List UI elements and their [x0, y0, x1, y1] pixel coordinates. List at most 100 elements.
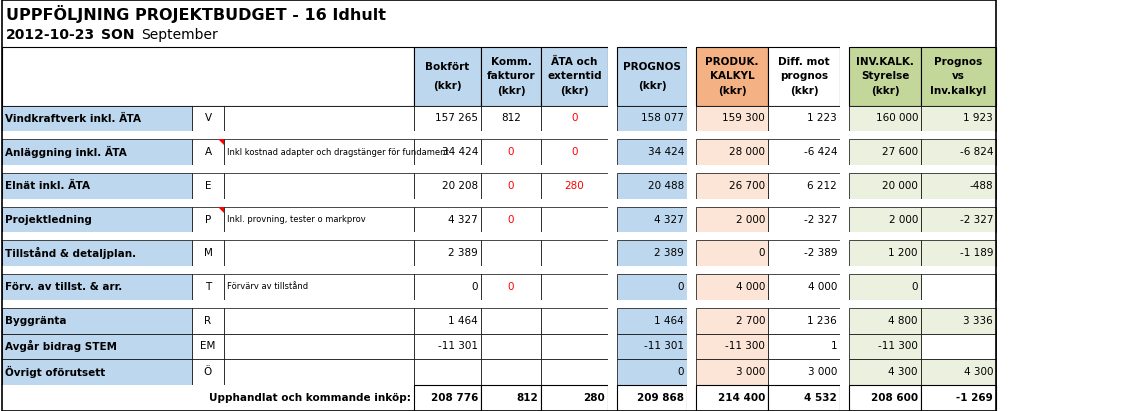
Text: 4 000: 4 000	[735, 282, 765, 292]
Bar	[840, 173, 849, 199]
Text: 2 000: 2 000	[735, 215, 765, 224]
Bar	[541, 106, 608, 132]
Text: externtid: externtid	[547, 72, 601, 81]
Text: 2 389: 2 389	[654, 248, 685, 258]
Polygon shape	[218, 139, 224, 145]
Bar	[840, 240, 849, 266]
Bar	[608, 385, 617, 411]
Text: Komm.: Komm.	[490, 57, 532, 67]
Bar	[849, 274, 921, 300]
Text: 0: 0	[571, 147, 578, 157]
Text: 4 000: 4 000	[808, 282, 837, 292]
Bar	[414, 308, 481, 333]
Bar	[696, 47, 768, 106]
Bar	[414, 47, 481, 106]
Bar	[921, 47, 996, 106]
Text: -2 327: -2 327	[804, 215, 837, 224]
Bar	[414, 274, 481, 300]
Bar	[2, 0, 996, 47]
Bar	[192, 207, 224, 233]
Text: 2012-10-23: 2012-10-23	[6, 28, 96, 42]
Text: 4 300: 4 300	[963, 367, 992, 377]
Bar	[687, 47, 696, 106]
Bar	[617, 333, 687, 359]
Text: 34 424: 34 424	[442, 147, 478, 157]
Text: 812: 812	[516, 393, 538, 403]
Bar	[687, 333, 696, 359]
Bar	[541, 308, 608, 333]
Bar	[921, 173, 996, 199]
Text: A: A	[205, 147, 211, 157]
Text: Inkl. provning, tester o markprov: Inkl. provning, tester o markprov	[227, 215, 365, 224]
Bar	[687, 240, 696, 266]
Bar	[921, 308, 996, 333]
Text: -2 327: -2 327	[960, 215, 992, 224]
Bar	[617, 47, 687, 106]
Bar	[414, 139, 481, 165]
Bar	[541, 207, 608, 233]
Bar	[849, 106, 921, 132]
Bar	[192, 333, 224, 359]
Bar	[541, 385, 608, 411]
Bar	[687, 173, 696, 199]
Text: Inkl kostnad adapter och dragstänger för fundament: Inkl kostnad adapter och dragstänger för…	[227, 148, 448, 157]
Bar	[224, 308, 414, 333]
Bar	[696, 139, 768, 165]
Text: 280: 280	[583, 393, 605, 403]
Bar	[224, 207, 414, 233]
Text: 208 600: 208 600	[871, 393, 918, 403]
Text: 0: 0	[759, 248, 765, 258]
Bar	[768, 359, 840, 385]
Text: 0: 0	[571, 113, 578, 123]
Bar	[481, 333, 541, 359]
Bar	[608, 274, 617, 300]
Text: Prognos: Prognos	[934, 57, 982, 67]
Text: 208 776: 208 776	[430, 393, 478, 403]
Bar	[840, 47, 849, 106]
Bar	[617, 139, 687, 165]
Bar	[481, 308, 541, 333]
Bar	[541, 139, 608, 165]
Text: SON: SON	[101, 28, 135, 42]
Bar	[481, 240, 541, 266]
Bar	[608, 359, 617, 385]
Text: 20 000: 20 000	[882, 181, 918, 191]
Text: 1 923: 1 923	[963, 113, 992, 123]
Text: 20 488: 20 488	[647, 181, 685, 191]
Bar	[2, 165, 996, 173]
Text: -11 301: -11 301	[644, 342, 685, 351]
Bar	[2, 359, 192, 385]
Bar	[608, 207, 617, 233]
Text: ÄTA och: ÄTA och	[551, 57, 598, 67]
Bar	[921, 106, 996, 132]
Bar	[2, 308, 192, 333]
Text: Bokfört: Bokfört	[425, 62, 470, 72]
Text: 4 532: 4 532	[805, 393, 837, 403]
Text: (kkr): (kkr)	[790, 86, 818, 96]
Bar	[192, 173, 224, 199]
Text: September: September	[140, 28, 218, 42]
Text: 34 424: 34 424	[647, 147, 685, 157]
Bar	[840, 359, 849, 385]
Text: (kkr): (kkr)	[718, 86, 746, 96]
Bar	[696, 385, 768, 411]
Text: -11 301: -11 301	[438, 342, 478, 351]
Bar	[414, 359, 481, 385]
Text: 2 389: 2 389	[448, 248, 478, 258]
Text: Inv.kalkyl: Inv.kalkyl	[931, 86, 987, 96]
Text: 0: 0	[912, 282, 918, 292]
Bar	[2, 333, 192, 359]
Text: prognos: prognos	[780, 72, 828, 81]
Text: 0: 0	[508, 215, 515, 224]
Bar	[696, 308, 768, 333]
Text: 26 700: 26 700	[728, 181, 765, 191]
Bar	[608, 47, 617, 106]
Text: V: V	[205, 113, 211, 123]
Bar	[2, 47, 414, 106]
Text: 20 208: 20 208	[442, 181, 478, 191]
Text: (kkr): (kkr)	[637, 81, 667, 91]
Bar	[617, 359, 687, 385]
Text: 160 000: 160 000	[876, 113, 918, 123]
Text: EM: EM	[200, 342, 216, 351]
Text: -488: -488	[969, 181, 992, 191]
